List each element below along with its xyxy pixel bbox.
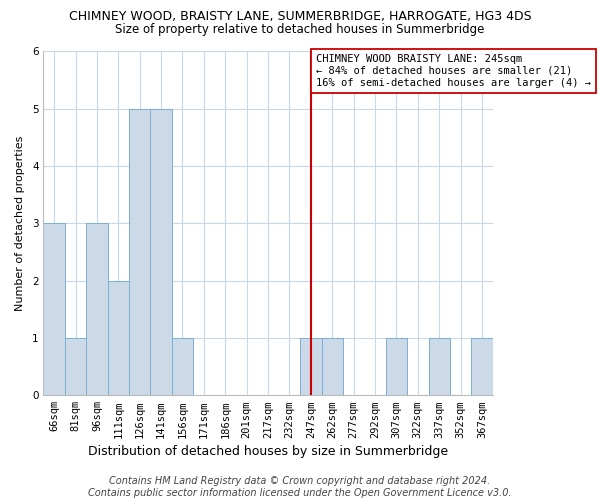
Bar [322,338,343,395]
Bar [43,224,65,395]
Text: Size of property relative to detached houses in Summerbridge: Size of property relative to detached ho… [115,22,485,36]
Bar [107,280,129,395]
Text: CHIMNEY WOOD, BRAISTY LANE, SUMMERBRIDGE, HARROGATE, HG3 4DS: CHIMNEY WOOD, BRAISTY LANE, SUMMERBRIDGE… [68,10,532,23]
Text: CHIMNEY WOOD BRAISTY LANE: 245sqm
← 84% of detached houses are smaller (21)
16% : CHIMNEY WOOD BRAISTY LANE: 245sqm ← 84% … [316,54,591,88]
Bar [300,338,322,395]
Bar [386,338,407,395]
Bar [151,109,172,395]
Text: Contains HM Land Registry data © Crown copyright and database right 2024.
Contai: Contains HM Land Registry data © Crown c… [88,476,512,498]
Bar [65,338,86,395]
X-axis label: Distribution of detached houses by size in Summerbridge: Distribution of detached houses by size … [88,444,448,458]
Bar [172,338,193,395]
Y-axis label: Number of detached properties: Number of detached properties [15,136,25,311]
Bar [428,338,450,395]
Bar [86,224,107,395]
Bar [129,109,151,395]
Bar [471,338,493,395]
